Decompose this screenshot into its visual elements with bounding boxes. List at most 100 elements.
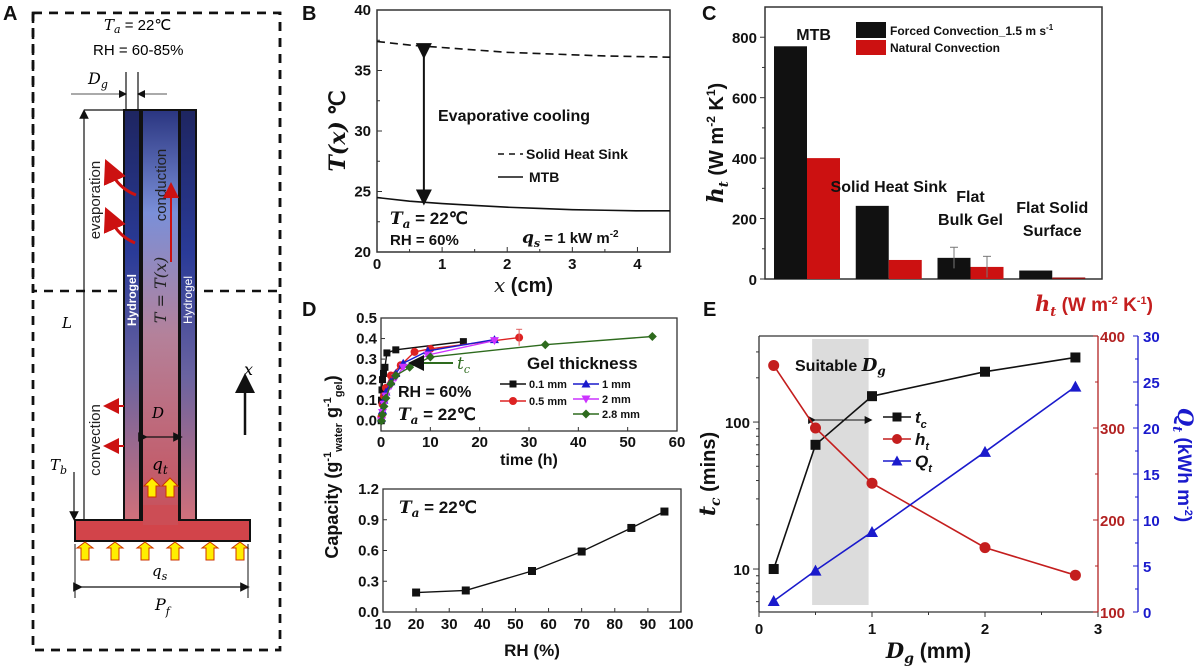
data-point-t-c xyxy=(810,439,821,450)
length-label: L xyxy=(61,314,72,332)
y-tick-label-d-bottom: 0.6 xyxy=(358,543,379,560)
deg-c: ℃ xyxy=(325,90,350,121)
x-axis-label-d-top: time (h) xyxy=(500,452,558,469)
ht-close: ) xyxy=(706,83,728,90)
panel-a: A Ta = 22℃ RH = 60-85% Dg Hydrogel Hydro… xyxy=(3,3,282,652)
legend-title-d: Gel thickness xyxy=(527,354,638,373)
legend-marker-e xyxy=(892,434,902,444)
panel-c: C 0 200 400 600 800 MTB Solid Heat Sink Flat Bul… xyxy=(702,3,1103,289)
ta-val: = 22℃ xyxy=(418,405,475,424)
data-point-t-c xyxy=(867,391,877,402)
legend-label-2-mm: 2 mm xyxy=(602,394,631,406)
data-point-2-8-mm xyxy=(391,371,401,381)
legend-marker xyxy=(509,380,517,388)
panel-e: E Suitable Dg 0 1 2 3 10 100 100 200 300 400 0 5 10 15… xyxy=(695,291,1198,667)
data-point-0-5-mm xyxy=(410,347,419,356)
category-label-flat-solid-surface: Flat Solid xyxy=(1016,200,1088,217)
panel-d: D 0 10 20 30 40 50 60 0.0 0.1 0.2 0.3 0.4 0.5 tc RH = … xyxy=(302,299,694,660)
panel-b: B 0 1 2 3 4 20 25 30 35 40 x (cm) T(x) ℃ Evaporative… xyxy=(302,2,671,297)
legend-marker xyxy=(581,379,591,388)
category-label-flat-bulk-gel: Bulk Gel xyxy=(938,212,1003,229)
hydrogel-label-right: Hydrogel xyxy=(181,276,195,324)
legend-marker xyxy=(509,397,517,405)
data-point-0-1-mm xyxy=(383,349,391,357)
ta-val: = 22℃ xyxy=(410,209,467,228)
legend-label-solid-heat-sink: Solid Heat Sink xyxy=(526,146,628,162)
heat-flux-arrow-5 xyxy=(230,541,250,561)
heat-flux-arrow-1 xyxy=(105,541,125,561)
data-point-Q-t xyxy=(979,445,991,457)
ta-sub: a xyxy=(411,413,419,427)
legend-label-forced: Forced Convection_1.5 m s-1 xyxy=(890,23,1054,38)
data-point-2-8-mm xyxy=(381,393,391,403)
legend-marker-e xyxy=(891,455,903,466)
x-tick-label-d-bottom: 40 xyxy=(474,616,491,633)
bar-flat-solid-surface-forced xyxy=(1019,270,1053,279)
y-tick-label-b: 30 xyxy=(354,123,371,140)
ht-rest: (W m xyxy=(706,127,728,181)
data-point-2-8-mm xyxy=(425,352,435,362)
g2: g xyxy=(322,407,342,423)
x-tick-label-d-top: 0 xyxy=(377,434,385,451)
data-point-t-c xyxy=(980,366,990,377)
suitable-dg-label: Suitable Dg xyxy=(795,355,886,378)
rh-range-label: RH = 60-85% xyxy=(93,42,183,59)
dg-sub: g xyxy=(904,651,914,667)
y-tick-label-e-ht: 200 xyxy=(1100,513,1125,530)
close: ) xyxy=(322,375,342,381)
bar-solid-heat-sink-forced xyxy=(855,205,889,279)
y-tick-label-e-qt: 15 xyxy=(1143,467,1160,484)
sym: t xyxy=(915,408,922,427)
qs-exp: -2 xyxy=(610,229,619,240)
y-tick-label-b: 35 xyxy=(354,63,371,80)
bar-solid-heat-sink-natural xyxy=(888,259,922,279)
ht-exp1: -2 xyxy=(704,116,718,127)
y-tick-label-e-qt: 25 xyxy=(1143,375,1160,392)
data-point-2-8-mm xyxy=(376,416,386,426)
data-point-2-8-mm xyxy=(377,410,387,420)
y-tick-label-e-qt: 5 xyxy=(1143,559,1151,576)
x-tick-label-d-top: 50 xyxy=(619,434,636,451)
legend-label-mtb: MTB xyxy=(529,169,559,185)
y-tick-label-e-qt: 20 xyxy=(1143,421,1160,438)
data-point-0-1-mm xyxy=(459,338,467,346)
data-point-2-mm xyxy=(398,363,408,372)
rh-b: RH = 60% xyxy=(390,232,459,249)
data-point-capacity xyxy=(627,523,636,532)
dg-sym: D xyxy=(861,355,878,376)
qs-sym: q xyxy=(522,228,534,248)
data-point-h-t xyxy=(768,359,780,371)
pf-label: Pf xyxy=(154,595,172,618)
x-direction-label: x xyxy=(244,360,253,379)
x-axis-label-b: x (cm) xyxy=(494,273,553,297)
close: ) xyxy=(1173,516,1194,522)
dg-sym: D xyxy=(885,638,905,663)
y-tick-label-e-qt: 0 xyxy=(1143,605,1151,622)
panel-letter-c: C xyxy=(702,3,716,25)
close: ) xyxy=(1147,295,1153,316)
y-tick-label-c: 200 xyxy=(732,212,757,229)
heat-flux-b: qs = 1 kW m-2 xyxy=(522,228,619,250)
ta-sym: T xyxy=(390,209,404,229)
qt-arrow-1 xyxy=(160,477,180,498)
e2: -1 xyxy=(322,397,334,407)
heat-flux-arrows xyxy=(75,541,250,561)
hydrogel-label-left: Hydrogel xyxy=(125,274,139,326)
convection-label: convection xyxy=(87,404,104,476)
y-tick-label-d-top: 0.3 xyxy=(356,351,377,368)
rh-d: RH = 60% xyxy=(398,384,471,401)
heat-flux-arrow-3 xyxy=(165,541,185,561)
x-tick-label-d-bottom: 100 xyxy=(668,616,693,633)
legend-marker xyxy=(581,409,591,419)
legend-marker xyxy=(581,395,591,404)
data-point-0-1-mm xyxy=(392,346,400,354)
legend-label-e-t-c: tc xyxy=(915,408,927,431)
t-of-x: T(x) xyxy=(325,121,351,171)
data-point-2-8-mm xyxy=(647,331,657,341)
data-point-2-8-mm xyxy=(379,401,389,411)
y-tick-label-d-top: 0.5 xyxy=(356,310,377,327)
y-axis-label-e-ht: ht (W m-2 K-1) xyxy=(1035,291,1153,320)
data-point-h-t xyxy=(1069,569,1081,581)
legend-label-0-1-mm: 0.1 mm xyxy=(529,379,567,391)
y-tick-label-d-top: 0.1 xyxy=(356,392,377,409)
